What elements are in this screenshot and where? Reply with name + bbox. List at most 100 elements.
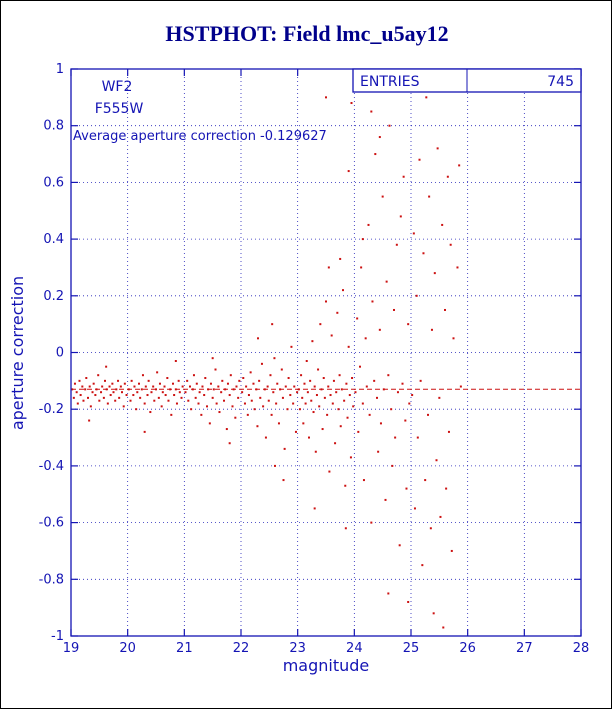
- scatter-point: [160, 405, 163, 408]
- scatter-point: [408, 402, 411, 405]
- scatter-point: [271, 323, 274, 326]
- scatter-point: [163, 385, 166, 388]
- scatter-point: [220, 391, 223, 394]
- scatter-point: [446, 175, 449, 178]
- scatter-point: [317, 368, 320, 371]
- scatter-point: [428, 195, 431, 198]
- scatter-point: [439, 515, 442, 518]
- x-tick-label: 28: [573, 641, 590, 656]
- scatter-point: [75, 391, 78, 394]
- stats-entries-label: ENTRIES: [360, 74, 420, 90]
- scatter-point: [132, 394, 135, 397]
- stats-entries-value: 745: [547, 74, 574, 90]
- scatter-point: [267, 399, 270, 402]
- scatter-point: [135, 408, 138, 411]
- scatter-point: [289, 394, 292, 397]
- scatter-point: [209, 382, 212, 385]
- scatter-point: [378, 328, 381, 331]
- scatter-point: [452, 337, 455, 340]
- x-axis-label: magnitude: [283, 656, 370, 675]
- scatter-point: [91, 391, 94, 394]
- scatter-point: [350, 102, 353, 105]
- scatter-point: [259, 396, 262, 399]
- scatter-point: [432, 612, 435, 615]
- scatter-point: [430, 328, 433, 331]
- scatter-point: [447, 430, 450, 433]
- scatter-point: [206, 405, 208, 408]
- scatter-point: [195, 382, 198, 385]
- scatter-point: [310, 399, 313, 402]
- scatter-point: [170, 413, 173, 416]
- scatter-point: [351, 377, 354, 380]
- scatter-point: [442, 626, 445, 629]
- scatter-point: [92, 382, 95, 385]
- scatter-point: [357, 430, 360, 433]
- scatter-point: [456, 266, 459, 269]
- scatter-point: [260, 362, 263, 365]
- scatter-point: [302, 422, 305, 425]
- average-correction-label: Average aperture correction -0.129627: [73, 129, 327, 144]
- filter-label: F555W: [95, 101, 144, 117]
- scatter-point: [237, 396, 240, 399]
- scatter-point: [374, 153, 377, 156]
- scatter-point: [270, 413, 273, 416]
- scatter-point: [329, 394, 332, 397]
- scatter-point: [231, 405, 234, 408]
- scatter-point: [327, 385, 330, 388]
- y-tick-label: 0.2: [43, 289, 64, 304]
- scatter-point: [338, 374, 341, 377]
- scatter-point: [84, 388, 87, 391]
- scatter-point: [335, 391, 338, 394]
- scatter-point: [274, 464, 276, 467]
- y-tick-label: 0.6: [43, 175, 64, 190]
- detector-label: WF2: [102, 79, 133, 95]
- scatter-point: [140, 388, 143, 391]
- scatter-point: [345, 382, 348, 385]
- scatter-point: [318, 405, 321, 408]
- scatter-point: [81, 385, 84, 388]
- scatter-point: [250, 399, 253, 402]
- scatter-point: [184, 391, 187, 394]
- x-tick-label: 23: [289, 641, 306, 656]
- x-tick-label: 27: [516, 641, 533, 656]
- scatter-point: [411, 394, 414, 397]
- scatter-point: [282, 479, 285, 482]
- scatter-point: [138, 382, 140, 385]
- scatter-point: [328, 470, 331, 473]
- scatter-point: [76, 402, 79, 405]
- scatter-point: [109, 394, 112, 397]
- scatter-point: [304, 402, 307, 405]
- scatter-point: [287, 377, 290, 380]
- scatter-point: [348, 394, 351, 397]
- scatter-point: [394, 436, 397, 439]
- scatter-point: [238, 379, 241, 382]
- scatter-point: [130, 379, 133, 382]
- scatter-point: [436, 147, 439, 150]
- x-tick-label: 21: [176, 641, 193, 656]
- scatter-point: [161, 391, 164, 394]
- y-tick-label: 0: [56, 346, 64, 361]
- scatter-point: [272, 391, 275, 394]
- scatter-point: [241, 391, 244, 394]
- scatter-point: [415, 294, 418, 297]
- scatter-point: [407, 600, 410, 603]
- scatter-point: [212, 388, 215, 391]
- scatter-point: [221, 379, 224, 382]
- scatter-point: [458, 164, 461, 167]
- scatter-point: [153, 399, 156, 402]
- scatter-point: [150, 391, 153, 394]
- scatter-point: [98, 399, 101, 402]
- scatter-point: [129, 399, 132, 402]
- scatter-point: [309, 379, 312, 382]
- scatter-point: [114, 399, 117, 402]
- scatter-point: [413, 507, 416, 510]
- scatter-point: [144, 385, 147, 388]
- scatter-point: [416, 436, 419, 439]
- scatter-point: [269, 374, 272, 377]
- scatter-point: [293, 385, 296, 388]
- scatter-point: [115, 388, 118, 391]
- scatter-point: [217, 385, 220, 388]
- scatter-point: [402, 175, 405, 178]
